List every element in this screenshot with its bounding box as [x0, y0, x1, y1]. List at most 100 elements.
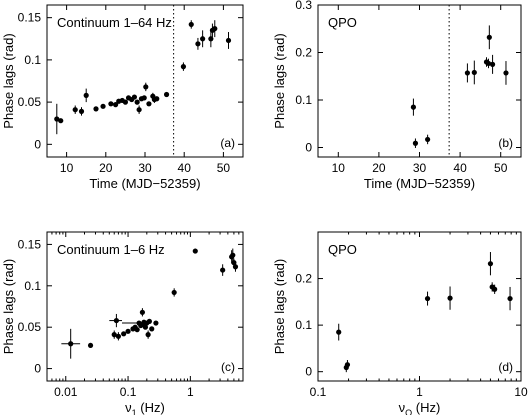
data-point: [142, 324, 149, 330]
data-point: [336, 323, 342, 341]
data-marker: [136, 107, 142, 113]
data-point: [163, 91, 170, 98]
data-point: [503, 61, 509, 85]
x-tick-label: 50: [217, 161, 231, 175]
data-marker: [131, 94, 138, 100]
data-point: [188, 20, 194, 29]
data-point: [87, 342, 94, 349]
x-tick-label: 30: [413, 161, 427, 175]
data-marker: [122, 99, 128, 105]
data-marker: [111, 332, 117, 338]
data-marker: [412, 140, 419, 146]
data-marker: [72, 107, 78, 113]
data-marker: [134, 327, 140, 333]
y-tick-label: 0.05: [18, 320, 42, 334]
x-tick-label: 10: [514, 385, 528, 399]
data-marker: [139, 309, 146, 315]
data-point: [153, 320, 159, 326]
data-marker: [83, 92, 89, 98]
data-point: [143, 82, 149, 92]
y-axis-label: Phase lags (rad): [272, 259, 287, 354]
data-point: [485, 58, 492, 69]
data-marker: [200, 36, 206, 42]
data-point: [232, 261, 239, 272]
data-point: [486, 25, 492, 50]
data-point: [109, 313, 123, 328]
data-marker: [424, 295, 431, 302]
data-marker: [142, 324, 149, 330]
data-marker: [487, 261, 494, 267]
data-marker: [134, 99, 140, 105]
data-point: [171, 288, 177, 297]
data-marker: [78, 108, 85, 114]
panel-annotation: Continuum 1–6 Hz: [57, 242, 165, 257]
data-marker: [149, 326, 155, 332]
data-marker: [486, 34, 492, 40]
data-marker: [464, 70, 471, 76]
y-axis-label: Phase lags (rad): [272, 33, 287, 128]
data-marker: [195, 41, 201, 47]
data-point: [492, 284, 498, 294]
y-tick-label: 0.3: [295, 0, 312, 12]
data-point: [487, 252, 494, 276]
data-point: [230, 248, 236, 262]
data-point: [192, 248, 198, 254]
data-marker: [125, 328, 131, 334]
x-axis-label: Time (MJD−52359): [89, 176, 200, 191]
data-point: [212, 20, 218, 38]
data-point: [344, 360, 351, 370]
y-tick-label: 0.15: [18, 11, 42, 25]
data-point: [108, 101, 114, 107]
panel-annotation: QPO: [328, 242, 357, 257]
x-tick-label: 0.01: [54, 385, 78, 399]
data-marker: [115, 333, 122, 339]
data-point: [410, 98, 417, 116]
data-marker: [113, 317, 119, 324]
x-tick-label: 0.1: [120, 385, 137, 399]
x-tick-label: 50: [494, 161, 508, 175]
data-marker: [344, 362, 351, 368]
data-point: [134, 327, 140, 333]
data-point: [111, 330, 117, 339]
data-marker: [108, 101, 114, 107]
data-point: [447, 286, 453, 310]
data-marker: [54, 116, 60, 122]
data-point: [125, 328, 131, 334]
data-marker: [230, 252, 236, 258]
data-point: [208, 30, 214, 48]
data-marker: [93, 106, 99, 112]
data-point: [200, 30, 206, 48]
data-point: [134, 99, 140, 105]
x-tick-label: 10: [60, 161, 74, 175]
y-tick-label: 0.1: [295, 93, 312, 107]
x-axis-label: ν1 (Hz): [125, 400, 165, 415]
y-tick-label: 0.1: [295, 318, 312, 332]
data-marker: [141, 95, 147, 101]
data-marker: [146, 318, 152, 324]
data-marker: [208, 36, 214, 42]
data-point: [220, 264, 226, 276]
data-marker: [163, 91, 170, 98]
data-point: [131, 94, 138, 100]
data-marker: [192, 248, 198, 254]
data-point: [507, 286, 513, 311]
y-tick-label: 0: [34, 137, 41, 151]
x-tick-label: 1: [416, 385, 423, 399]
data-marker: [87, 342, 94, 349]
data-marker: [489, 61, 496, 67]
data-point: [61, 328, 81, 359]
data-marker: [188, 21, 194, 28]
y-tick-label: 0: [305, 141, 312, 155]
data-marker: [232, 264, 239, 270]
y-tick-label: 0.1: [24, 279, 41, 293]
data-point: [146, 101, 152, 107]
panel-b: 10 20 30 40 50 0 0.1 0.2 0.3 Time (MJD−52359) Phas…: [272, 0, 522, 191]
panel-d: 0.1 1 10 0 0.1 0.2 νQ (Hz) Phase lags (rad) QPO (…: [272, 231, 528, 415]
data-point: [225, 32, 232, 49]
panel-label: (b): [498, 136, 513, 150]
x-tick-label: 0.1: [310, 385, 327, 399]
panel-annotation: QPO: [328, 15, 357, 30]
y-tick-label: 0.2: [295, 46, 312, 60]
data-marker: [146, 101, 152, 107]
data-point: [115, 332, 122, 341]
